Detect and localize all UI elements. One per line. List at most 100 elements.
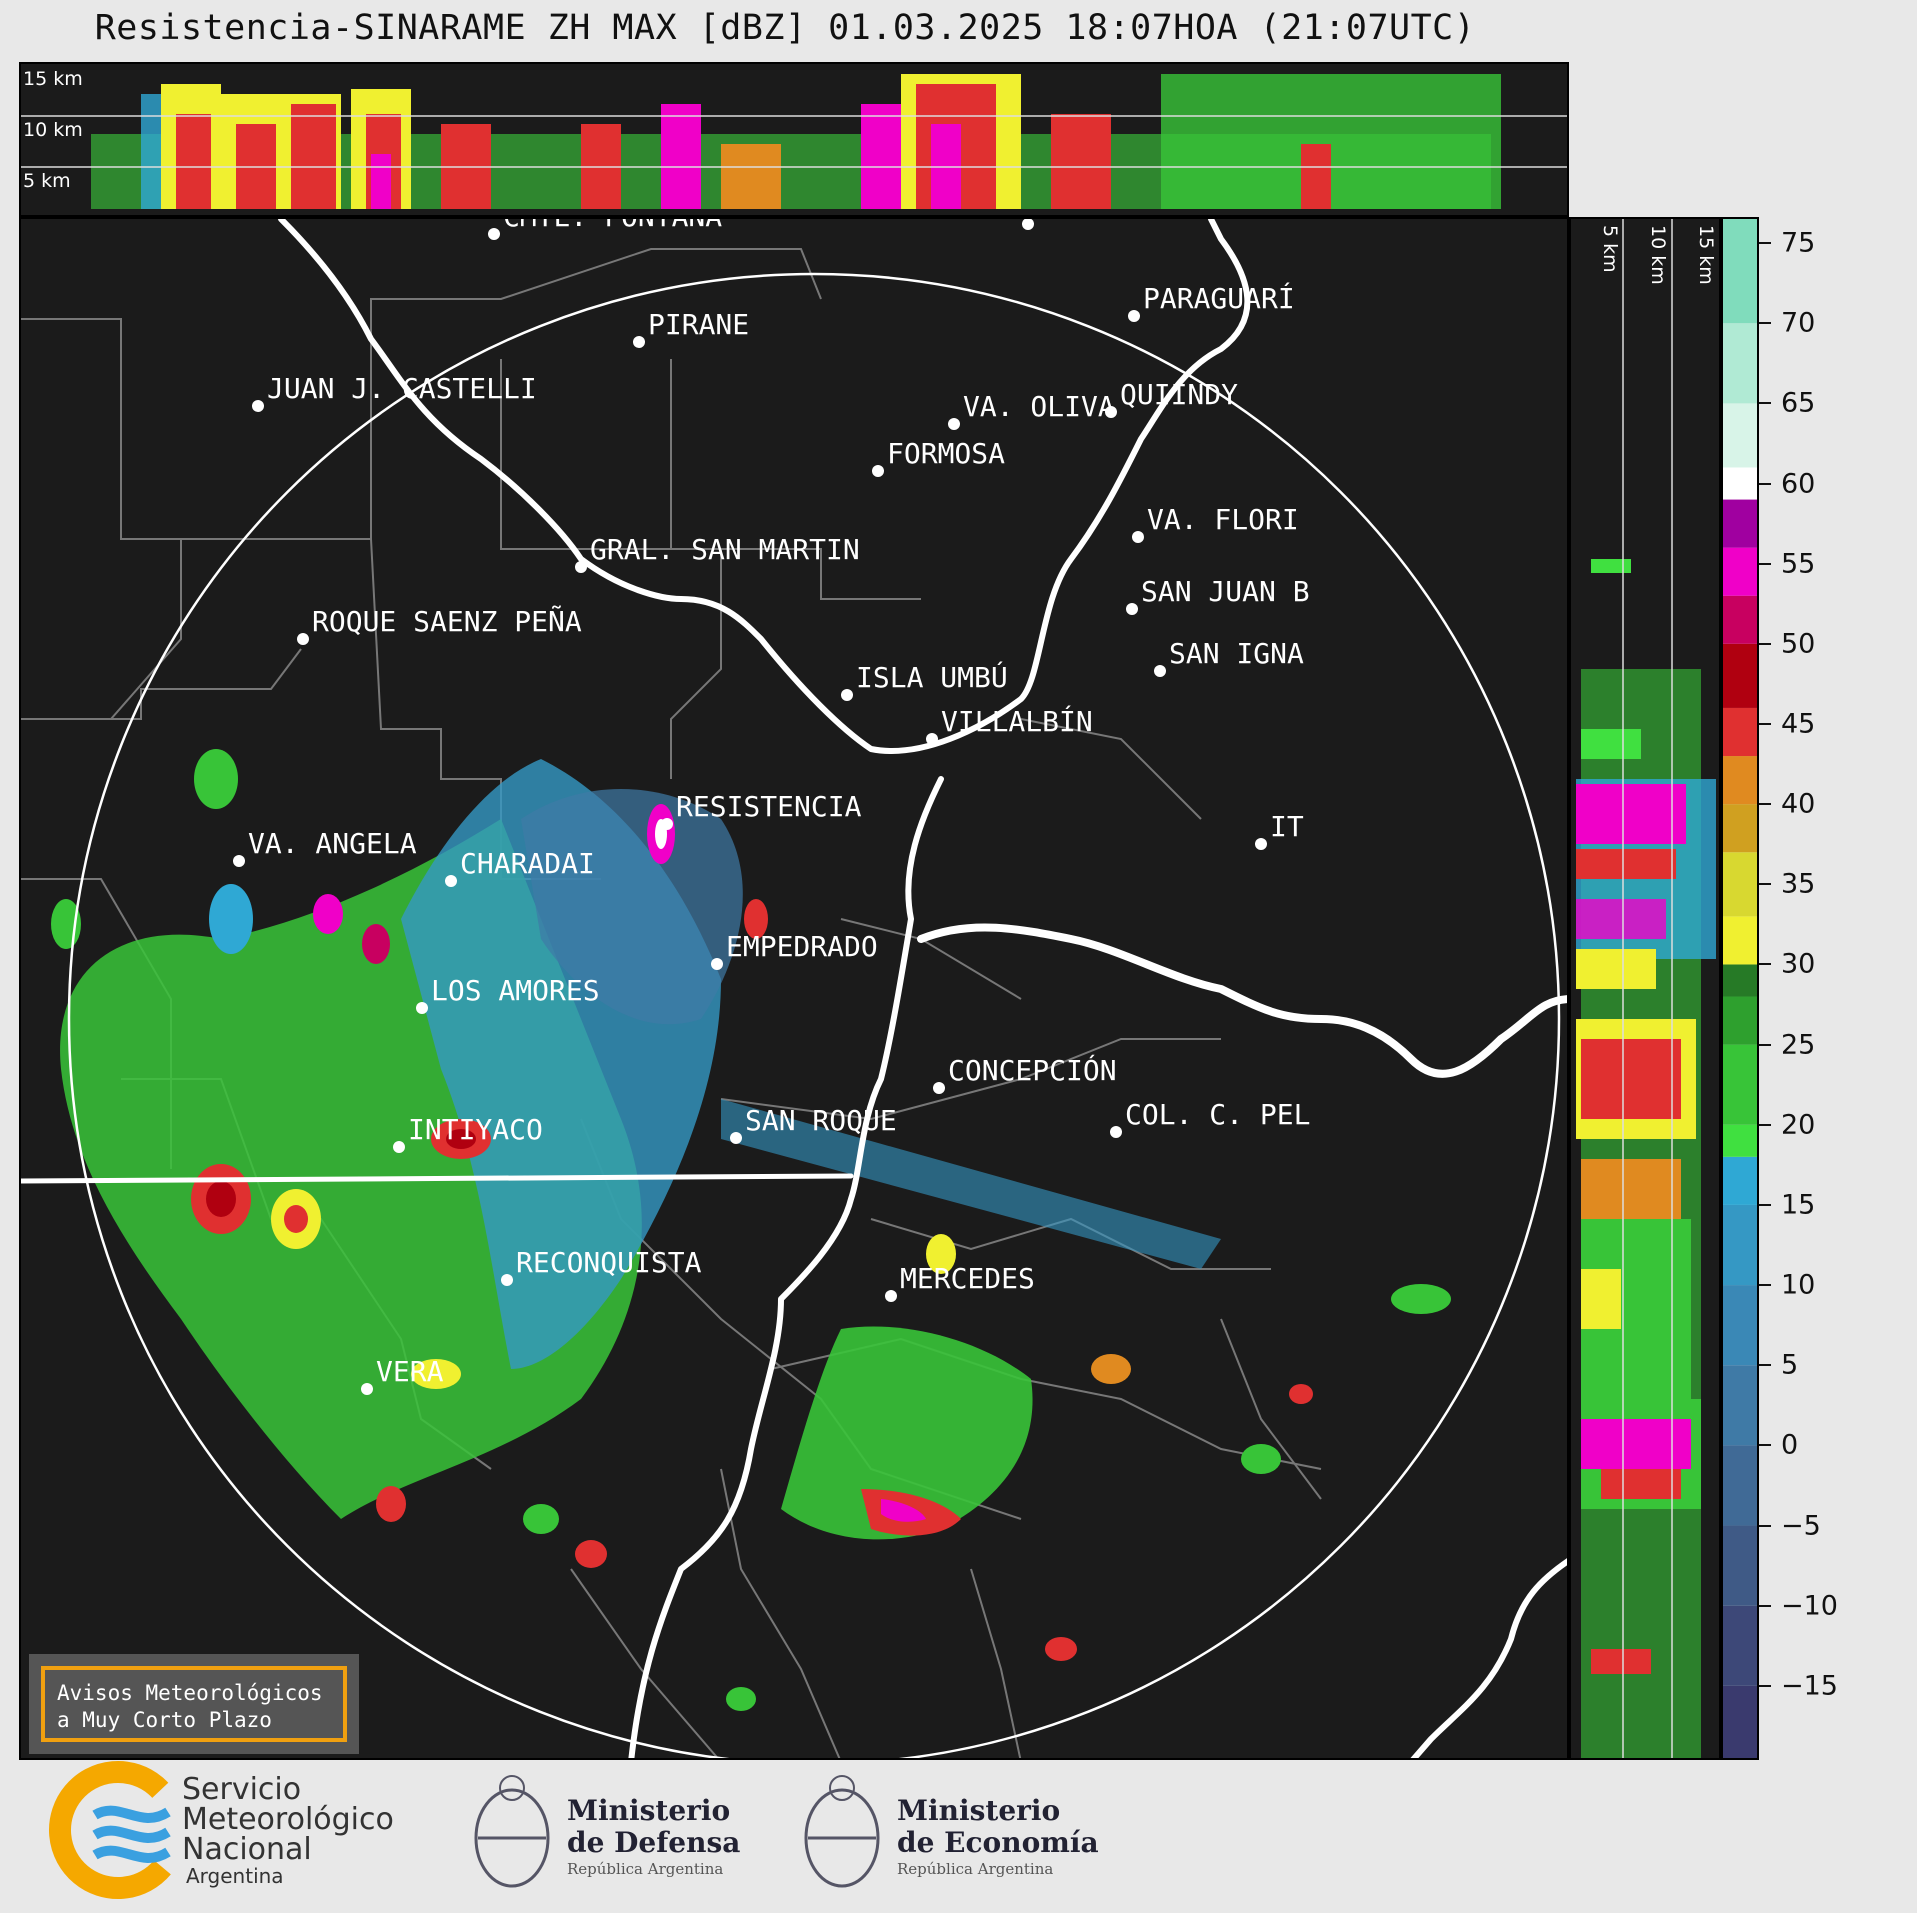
colorbar-segment [1723,547,1757,596]
city-label: CMTE. FONTANA [503,219,722,233]
city-empedrado: EMPEDRADO [711,930,878,970]
city-label: EMPEDRADO [726,930,878,963]
city-dot [926,733,938,745]
colorbar-tick-label: −15 [1781,1670,1838,1702]
city-intiyaco: INTIYACO [393,1113,543,1153]
city-vera: VERA [361,1355,444,1395]
city-san-igna: SAN IGNA [1154,637,1304,677]
city-gral-san-martin: GRAL. SAN MARTIN [575,533,860,573]
city-paraguar-: PARAGUARÍ [1128,281,1295,322]
side-echo-field [1576,559,1716,1758]
colorbar-tick-label: 25 [1781,1029,1816,1061]
colorbar-tick-label: 40 [1781,788,1816,820]
colorbar-segment [1723,219,1757,324]
colorbar-segment [1723,1124,1757,1157]
city-label: PIRANE [648,308,749,341]
colorbar-tick-label: 30 [1781,948,1816,980]
economia-line2: de Economía [897,1826,1099,1859]
colorbar-segment [1723,707,1757,757]
colorbar-segment [1723,1204,1757,1286]
city-reconquista: RECONQUISTA [501,1246,702,1286]
city-los-amores: LOS AMORES [416,974,600,1014]
city-label: RESISTENCIA [676,790,862,823]
city-dot [711,958,723,970]
city-label: CONCEPCIÓN [948,1053,1117,1087]
city-villalb-n: VILLALBÍN [926,704,1093,745]
colorbar-tick-mark [1759,963,1771,966]
colorbar-tick-mark [1759,242,1771,245]
defensa-line1: Ministerio [567,1794,731,1827]
colorbar-tick-mark [1759,722,1771,725]
colorbar-tick-label: 45 [1781,708,1816,740]
colorbar-segment [1723,916,1757,965]
city-juan-j-castelli: JUAN J. CASTELLI [252,372,537,412]
city-san-roque: SAN ROQUE [730,1104,897,1144]
colorbar-ticks: 75 70 65 60 55 50 45 40 35 30 25 20 15 10 5 0 −5 −10 −15 [1759,217,1909,1760]
height-label-5km: 5 km [23,170,71,192]
radar-echo-field [51,749,1451,1711]
city-dot [872,465,884,477]
city-asunci-n: ASUNCIÓN [1022,219,1172,230]
city-isla-umb-: ISLA UMBÚ [841,660,1008,701]
economia-line1: Ministerio [897,1794,1061,1827]
logo-graphics [49,1761,880,1899]
colorbar-segment [1723,1445,1757,1526]
city-label: ROQUE SAENZ PEÑA [312,604,582,638]
colorbar-tick-mark [1759,322,1771,325]
city-label: SAN ROQUE [745,1104,897,1137]
side-cross-section: 5 km 10 km 15 km [1569,217,1721,1760]
city-label: QUIINDY [1120,378,1238,411]
city-va-angela: VA. ANGELA [233,827,417,867]
colorbar-tick-mark [1759,1364,1771,1367]
city-dot [1126,603,1138,615]
city-va-flori: VA. FLORI [1132,503,1299,543]
colorbar-tick-label: 60 [1781,468,1816,500]
city-dot [1110,1126,1122,1138]
height-label-15km: 15 km [23,68,83,90]
city-dot [575,561,587,573]
city-dot [297,633,309,645]
colorbar-tick-label: 20 [1781,1109,1816,1141]
height-label-v-15km: 15 km [1695,225,1717,285]
city-roque-saenz-pe-a: ROQUE SAENZ PEÑA [297,604,582,645]
colorbar-gradient [1723,219,1757,1758]
colorbar-tick-mark [1759,482,1771,485]
city-label: MERCEDES [900,1262,1035,1295]
colorbar-segment [1723,1285,1757,1366]
notice-border: Avisos Meteorológicos a Muy Corto Plazo [41,1666,347,1742]
colorbar-segment [1723,804,1757,853]
height-label-v-10km: 10 km [1647,225,1669,285]
city-resistencia: RESISTENCIA [661,790,862,830]
city-dot [445,875,457,887]
colorbar-tick-label: 15 [1781,1189,1816,1221]
city-label: INTIYACO [408,1113,543,1146]
city-dot [488,228,500,240]
city-label: FORMOSA [887,437,1005,470]
city-dot [1132,531,1144,543]
colorbar-tick-mark [1759,402,1771,405]
defensa-line2: de Defensa [567,1826,741,1859]
city-label: LOS AMORES [431,974,600,1007]
colorbar-tick-mark [1759,1524,1771,1527]
colorbar-tick-mark [1759,1123,1771,1126]
colorbar-tick-mark [1759,1444,1771,1447]
colorbar-tick-label: 10 [1781,1269,1816,1301]
colorbar-tick-label: 75 [1781,227,1816,259]
city-label: VERA [376,1355,444,1388]
colorbar-segment [1723,852,1757,917]
city-dot [661,818,673,830]
city-label: ASUNCIÓN [1037,219,1172,223]
city-va-oliva: VA. OLIVA [948,390,1115,430]
city-concepci-n: CONCEPCIÓN [933,1053,1117,1094]
city-label: ISLA UMBÚ [856,660,1008,694]
colorbar-tick-mark [1759,883,1771,886]
smn-name-line1: Servicio [182,1772,302,1807]
city-label: CHARADAI [460,847,595,880]
colorbar-tick-label: 55 [1781,548,1816,580]
city-dot [633,336,645,348]
top-cross-section: 15 km 10 km 5 km [19,62,1569,217]
colorbar [1721,217,1759,1760]
range-ring [67,272,1561,1758]
height-label-10km: 10 km [23,119,83,141]
rivers-and-borders [21,219,1567,1758]
